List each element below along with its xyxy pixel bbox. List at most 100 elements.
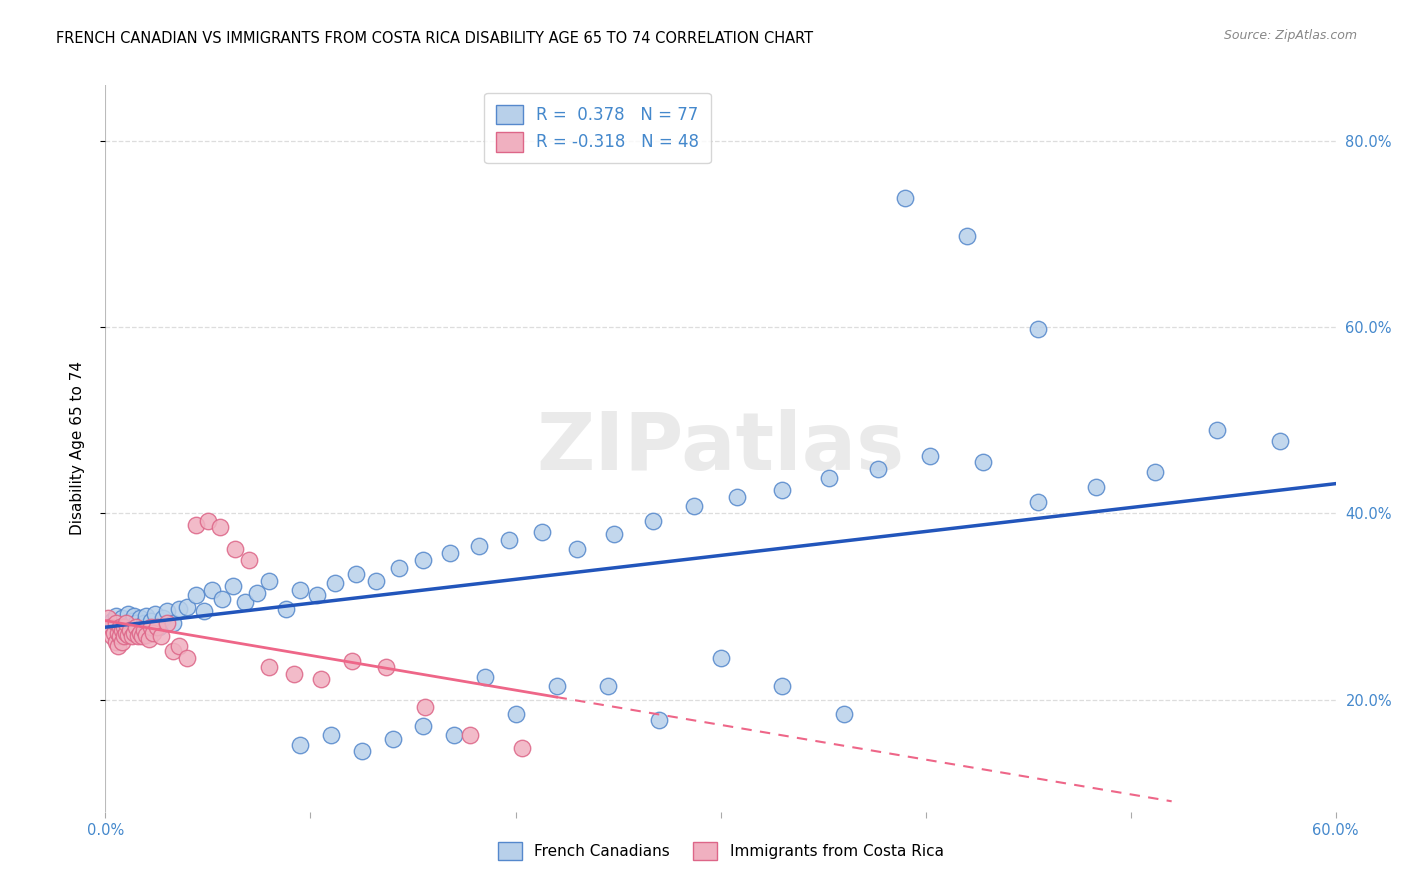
Point — [344, 567, 367, 582]
Point — [246, 585, 269, 599]
Point — [111, 623, 134, 637]
Point — [375, 660, 398, 674]
Point — [340, 654, 363, 668]
Point — [648, 714, 671, 728]
Point — [596, 679, 619, 693]
Point — [412, 719, 434, 733]
Point — [120, 620, 141, 634]
Point — [122, 609, 145, 624]
Point — [176, 599, 198, 614]
Point — [894, 191, 917, 205]
Point — [107, 639, 129, 653]
Point — [112, 620, 135, 634]
Point — [221, 579, 243, 593]
Point — [641, 514, 664, 528]
Point — [381, 731, 404, 746]
Point — [184, 517, 207, 532]
Point — [131, 620, 153, 634]
Point — [305, 589, 328, 603]
Point — [290, 738, 312, 752]
Point — [139, 614, 162, 628]
Point — [233, 595, 256, 609]
Point — [283, 666, 305, 681]
Point — [103, 625, 125, 640]
Point — [125, 616, 148, 631]
Point — [135, 609, 157, 624]
Point — [498, 533, 520, 547]
Point — [546, 679, 568, 693]
Point — [710, 651, 733, 665]
Point — [350, 744, 373, 758]
Point — [149, 630, 172, 644]
Point — [111, 635, 134, 649]
Point — [100, 614, 122, 628]
Point — [122, 625, 145, 640]
Point — [100, 630, 122, 644]
Point — [129, 625, 152, 640]
Point — [319, 728, 342, 742]
Point — [474, 669, 496, 683]
Point — [1270, 434, 1292, 448]
Point — [108, 625, 131, 640]
Point — [972, 455, 994, 469]
Point — [156, 604, 179, 618]
Point — [603, 527, 626, 541]
Point — [412, 553, 434, 567]
Point — [135, 627, 157, 641]
Point — [1028, 322, 1050, 336]
Point — [138, 632, 160, 647]
Point — [290, 582, 312, 597]
Point — [238, 553, 260, 567]
Point — [683, 499, 706, 513]
Point — [120, 623, 141, 637]
Point — [505, 706, 527, 721]
Point — [112, 630, 135, 644]
Point — [193, 604, 215, 618]
Point — [162, 616, 184, 631]
Point — [725, 490, 748, 504]
Point — [117, 607, 139, 621]
Point — [197, 514, 219, 528]
Point — [443, 728, 465, 742]
Point — [134, 623, 156, 637]
Point — [818, 471, 841, 485]
Point — [201, 582, 224, 597]
Point — [111, 611, 134, 625]
Point — [96, 611, 118, 625]
Point — [460, 728, 482, 742]
Point — [770, 679, 793, 693]
Point — [125, 620, 148, 634]
Point — [832, 706, 855, 721]
Point — [1205, 423, 1227, 437]
Point — [145, 620, 167, 634]
Point — [309, 673, 332, 687]
Point — [115, 616, 138, 631]
Point — [104, 609, 127, 624]
Y-axis label: Disability Age 65 to 74: Disability Age 65 to 74 — [70, 361, 84, 535]
Point — [169, 601, 191, 615]
Point — [211, 592, 233, 607]
Point — [510, 741, 533, 756]
Point — [1028, 495, 1050, 509]
Point — [129, 611, 152, 625]
Point — [142, 625, 165, 640]
Legend: French Canadians, Immigrants from Costa Rica: French Canadians, Immigrants from Costa … — [492, 836, 949, 866]
Point — [117, 627, 139, 641]
Point — [565, 541, 588, 556]
Point — [104, 616, 127, 631]
Point — [868, 461, 890, 475]
Point — [127, 623, 149, 637]
Point — [770, 483, 793, 498]
Point — [209, 520, 232, 534]
Point — [108, 630, 131, 644]
Point — [184, 589, 207, 603]
Point — [127, 630, 149, 644]
Point — [152, 611, 174, 625]
Point — [176, 651, 198, 665]
Point — [143, 607, 166, 621]
Point — [1084, 480, 1107, 494]
Point — [467, 539, 489, 553]
Point — [98, 620, 121, 634]
Point — [259, 660, 281, 674]
Point — [439, 546, 461, 560]
